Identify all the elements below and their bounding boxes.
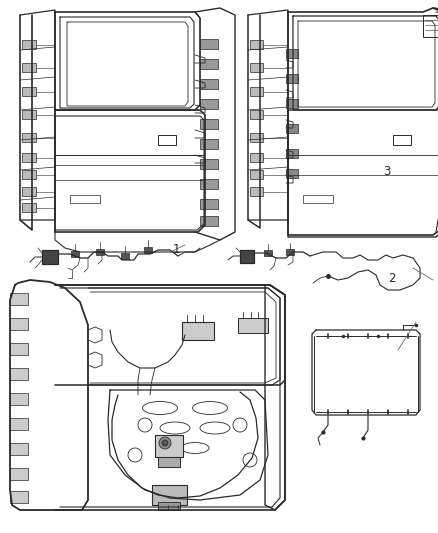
Bar: [286, 149, 298, 158]
Bar: [42, 250, 58, 264]
Bar: [158, 502, 180, 510]
Bar: [286, 124, 298, 133]
Bar: [286, 99, 298, 108]
Bar: [158, 457, 180, 467]
Bar: [22, 170, 36, 179]
Bar: [22, 40, 36, 49]
Bar: [238, 318, 268, 333]
Bar: [250, 153, 263, 162]
Bar: [200, 216, 218, 226]
Bar: [22, 87, 36, 96]
Bar: [96, 249, 104, 255]
Bar: [250, 133, 263, 142]
Bar: [144, 247, 152, 253]
Bar: [10, 468, 28, 480]
Bar: [10, 318, 28, 330]
Bar: [152, 485, 187, 505]
Bar: [10, 393, 28, 405]
Bar: [303, 195, 333, 203]
Bar: [200, 79, 218, 89]
Bar: [250, 110, 263, 119]
Bar: [22, 110, 36, 119]
Bar: [10, 491, 28, 503]
Text: 1: 1: [173, 243, 180, 255]
Bar: [200, 179, 218, 189]
Bar: [250, 187, 263, 196]
Bar: [22, 187, 36, 196]
Bar: [286, 74, 298, 83]
Bar: [250, 87, 263, 96]
Bar: [10, 418, 28, 430]
Bar: [250, 170, 263, 179]
Bar: [200, 39, 218, 49]
Bar: [121, 253, 129, 259]
Bar: [200, 119, 218, 129]
Bar: [200, 59, 218, 69]
Bar: [10, 368, 28, 380]
Bar: [22, 133, 36, 142]
Bar: [22, 153, 36, 162]
Bar: [10, 443, 28, 455]
Bar: [22, 203, 36, 212]
Bar: [250, 63, 263, 72]
Bar: [240, 250, 254, 263]
Circle shape: [159, 437, 171, 449]
Text: 2: 2: [388, 272, 395, 285]
Bar: [158, 135, 176, 145]
Bar: [10, 293, 28, 305]
Circle shape: [162, 440, 168, 446]
Bar: [200, 99, 218, 109]
Bar: [70, 195, 100, 203]
Bar: [155, 435, 183, 457]
Bar: [200, 139, 218, 149]
Text: 3: 3: [383, 165, 391, 178]
Bar: [286, 169, 298, 178]
Bar: [200, 199, 218, 209]
Bar: [10, 343, 28, 355]
Bar: [286, 249, 294, 255]
Bar: [286, 49, 298, 58]
Bar: [71, 251, 79, 257]
Bar: [250, 40, 263, 49]
Bar: [264, 250, 272, 256]
Bar: [393, 135, 411, 145]
Bar: [182, 322, 214, 340]
Bar: [200, 159, 218, 169]
Bar: [22, 63, 36, 72]
Bar: [423, 15, 438, 37]
